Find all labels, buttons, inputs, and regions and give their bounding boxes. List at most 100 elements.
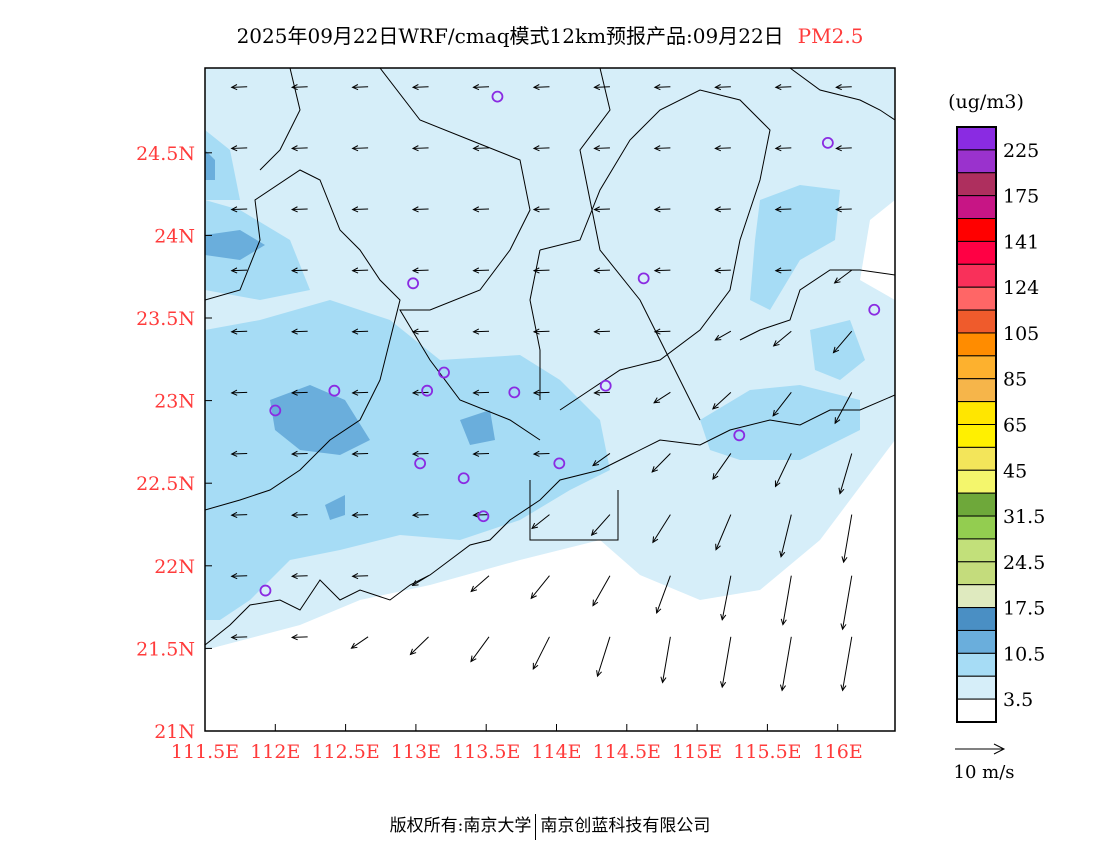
- wind-arrow: [839, 453, 853, 494]
- colorbar-swatch: [956, 469, 997, 494]
- colorbar-swatch: [956, 584, 997, 609]
- y-tick-label: 23.5N: [136, 308, 195, 330]
- wind-arrow: [782, 575, 792, 625]
- colorbar-swatch: [956, 378, 997, 403]
- colorbar-swatch: [956, 698, 997, 723]
- border: [789, 68, 895, 121]
- wind-arrow: [533, 269, 550, 272]
- wind-arrowhead: [470, 655, 477, 663]
- wind-arrowhead: [593, 145, 601, 152]
- wind-arrow: [292, 147, 308, 149]
- x-tick-label: 115.5E: [733, 741, 801, 763]
- wind-arrowhead: [532, 206, 540, 213]
- colorbar-swatch: [956, 126, 997, 151]
- field-band-10: [205, 300, 610, 620]
- y-tick-label: 23N: [154, 391, 195, 413]
- wind-arrowhead: [290, 328, 298, 335]
- station-marker: [414, 457, 427, 470]
- wind-arrowhead: [351, 450, 359, 457]
- wind-arrowhead: [230, 634, 238, 641]
- wind-arrow: [473, 391, 490, 394]
- wind-arrowhead: [290, 573, 298, 580]
- station-marker: [421, 384, 434, 397]
- wind-arrowhead: [532, 328, 540, 335]
- vector-legend-arrowhead: [993, 743, 1006, 755]
- wind-arrow: [775, 208, 792, 211]
- wind-arrowhead: [230, 511, 238, 519]
- wind-arrow: [592, 453, 611, 466]
- colorbar-label: 65: [1003, 415, 1027, 437]
- map-frame: [204, 67, 896, 732]
- border: [529, 249, 541, 400]
- wind-arrowhead: [531, 522, 538, 530]
- colorbar-swatch: [956, 195, 997, 220]
- wind-arrow: [654, 86, 671, 88]
- wind-arrowhead: [593, 84, 601, 91]
- colorbar-label: 124: [1003, 277, 1039, 299]
- wind-arrowhead: [351, 145, 359, 152]
- border: [205, 169, 401, 511]
- wind-arrowhead: [653, 145, 661, 152]
- wind-arrowhead: [590, 529, 598, 536]
- colorbar: 225 175 141 124 105 85 65 45 31.5 24.5 17.5 10.5 3.5: [956, 126, 1045, 723]
- colorbar-label: 225: [1003, 140, 1039, 162]
- station-marker: [328, 384, 341, 397]
- field-band-17: [325, 495, 345, 520]
- wind-arrow: [721, 636, 732, 688]
- wind-arrow: [413, 514, 429, 516]
- wind-arrow: [292, 514, 308, 516]
- colorbar-swatch: [956, 401, 997, 426]
- x-axis: 111.5E 112E 112.5E 113E 113.5E 114E 114.5E 115E…: [171, 724, 863, 763]
- border: [539, 89, 771, 411]
- wind-arrowhead: [774, 480, 781, 488]
- y-tick-label: 22.5N: [136, 473, 195, 495]
- wind-arrowhead: [593, 206, 601, 213]
- colorbar-swatch: [956, 240, 997, 265]
- wind-arrowhead: [596, 670, 602, 678]
- wind-arrow: [292, 208, 308, 211]
- colorbar-swatch: [956, 561, 997, 586]
- wind-arrow: [592, 575, 611, 606]
- wind-arrow: [654, 147, 671, 149]
- coastline: [205, 394, 895, 646]
- footer-divider: [535, 813, 537, 840]
- station-marker: [477, 510, 490, 523]
- wind-arrow: [715, 208, 731, 211]
- wind-arrow: [775, 453, 792, 487]
- wind-arrowhead: [411, 450, 419, 457]
- border: [579, 68, 701, 421]
- x-tick-label: 115E: [672, 741, 722, 763]
- colorbar-label: 175: [1003, 186, 1039, 208]
- wind-arrow: [654, 208, 671, 211]
- wind-arrow: [473, 514, 490, 516]
- wind-arrow: [834, 392, 853, 424]
- colorbar-swatch: [956, 675, 997, 700]
- wind-arrow: [410, 636, 429, 655]
- wind-arrowhead: [351, 573, 359, 580]
- wind-arrowhead: [780, 618, 787, 626]
- wind-arrow: [473, 269, 490, 272]
- wind-arrow: [473, 147, 490, 149]
- station-marker: [637, 272, 650, 285]
- wind-arrowhead: [779, 550, 786, 558]
- field-band-17: [270, 385, 370, 455]
- wind-arrow: [352, 330, 369, 333]
- wind-arrowhead: [230, 145, 238, 152]
- wind-arrowhead: [230, 84, 238, 91]
- y-axis: 21N 21.5N 22N 22.5N 23N 23.5N 24N 24.5N: [136, 143, 212, 743]
- wind-arrow: [772, 392, 792, 417]
- wind-arrow: [712, 391, 732, 410]
- wind-arrow: [470, 575, 490, 592]
- wind-arrowhead: [653, 328, 661, 335]
- wind-arrow: [352, 514, 369, 516]
- colorbar-swatch: [956, 309, 997, 334]
- wind-arrowhead: [651, 466, 658, 473]
- wind-arrow: [594, 208, 610, 211]
- vector-legend-label: 10 m/s: [954, 762, 1015, 783]
- colorbar-swatch: [956, 172, 997, 197]
- wind-arrowhead: [833, 277, 841, 284]
- wind-arrow: [836, 86, 852, 88]
- wind-arrowhead: [714, 267, 722, 274]
- hk-boundary: [529, 480, 619, 541]
